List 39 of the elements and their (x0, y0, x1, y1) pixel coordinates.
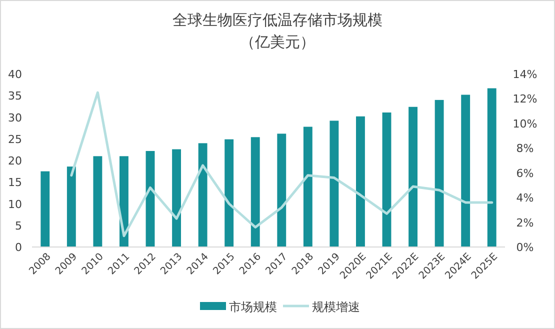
y2-tick-label: 4% (516, 192, 534, 205)
bar (172, 149, 181, 247)
y2-tick-label: 0% (516, 241, 534, 254)
y-tick-label: 20 (8, 154, 22, 168)
bar (303, 126, 312, 247)
bar (434, 100, 444, 247)
y-tick-label: 15 (8, 176, 22, 190)
bar (93, 156, 102, 247)
chart-title: 全球生物医疗低温存储市场规模 (172, 11, 382, 29)
bar (250, 137, 260, 247)
y2-tick-label: 10% (512, 117, 538, 130)
y-tick-label: 25 (8, 132, 22, 146)
legend-label: 市场规模 (229, 300, 277, 314)
bar (198, 143, 208, 247)
bar (66, 166, 76, 247)
y2-tick-label: 8% (516, 142, 534, 156)
y-tick-label: 0 (15, 241, 22, 254)
y2-tick-label: 12% (512, 92, 538, 106)
y2-tick-label: 6% (516, 166, 534, 180)
y2-tick-label: 2% (516, 216, 534, 230)
y-tick-label: 5 (15, 219, 22, 232)
line-series (70, 91, 494, 238)
bar (40, 171, 50, 247)
bar (487, 88, 496, 247)
bar (408, 106, 418, 247)
bar (146, 150, 155, 247)
legend-label: 规模增速 (312, 300, 360, 314)
bar (461, 94, 470, 247)
bar (330, 120, 339, 247)
bar (224, 139, 234, 247)
y-tick-label: 40 (8, 68, 22, 81)
y2-tick-label: 14% (512, 68, 538, 81)
y-tick-label: 35 (8, 90, 22, 103)
chart-subtitle: （亿美元） (240, 33, 315, 51)
y-tick-label: 10 (8, 198, 22, 211)
bar (277, 134, 286, 247)
y-tick-label: 30 (8, 111, 22, 124)
bar (382, 112, 392, 247)
bar (356, 116, 365, 247)
